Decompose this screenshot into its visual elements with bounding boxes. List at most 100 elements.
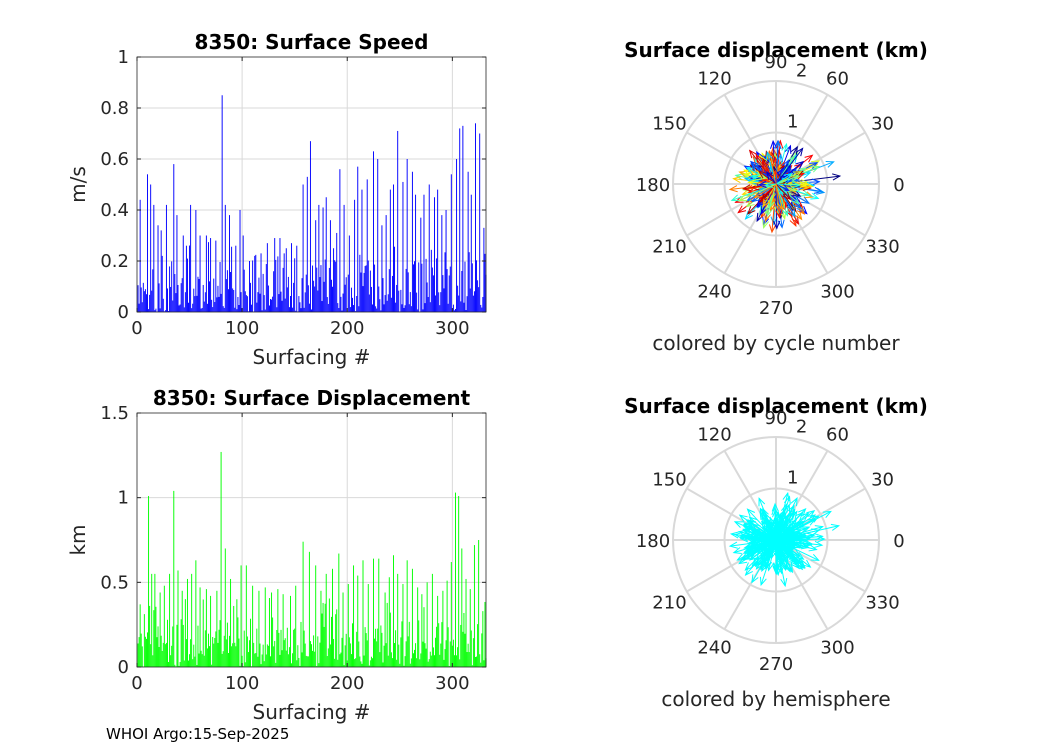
bar (296, 245, 298, 312)
bar (238, 638, 240, 667)
bar (387, 655, 389, 667)
bar (387, 294, 389, 312)
arrow-head (741, 184, 752, 193)
bar (396, 284, 398, 312)
displacement-arrow (775, 148, 804, 185)
bar (212, 307, 214, 312)
bar (466, 652, 468, 667)
x-tick-label: 100 (225, 673, 259, 694)
bar (283, 640, 285, 667)
bar (448, 666, 450, 667)
bar (369, 270, 371, 312)
bar (359, 656, 361, 667)
bar (385, 215, 387, 312)
y-tick-label: 0.2 (100, 251, 129, 272)
bar (396, 659, 398, 667)
bar (142, 282, 144, 312)
bar (333, 638, 335, 667)
bar (430, 655, 432, 667)
y-tick-label: 1.5 (100, 403, 129, 424)
bar (224, 548, 226, 667)
bar (424, 303, 426, 312)
bar (435, 295, 437, 312)
bar (261, 310, 263, 312)
arrow-head (748, 149, 757, 159)
bar (317, 636, 319, 667)
bar (230, 578, 232, 667)
bar (467, 171, 469, 312)
bar (309, 641, 311, 667)
bar (340, 652, 342, 667)
bar (288, 647, 290, 667)
y-tick-label: 1 (118, 488, 129, 509)
bar (378, 286, 380, 312)
bar (432, 275, 434, 312)
bar (342, 592, 344, 667)
bar (137, 643, 139, 667)
bar (402, 181, 404, 312)
bar (324, 259, 326, 312)
angle-label: 90 (765, 408, 788, 429)
arrow-head (777, 201, 785, 212)
arrow-head (787, 510, 795, 520)
bar (419, 659, 421, 667)
arrow-head (745, 166, 755, 175)
bar (322, 207, 324, 312)
bar (410, 306, 412, 312)
bar (265, 264, 267, 312)
angle-label: 0 (893, 531, 904, 552)
bar (424, 643, 426, 667)
bar (287, 276, 289, 312)
bar (297, 645, 299, 667)
bar (480, 304, 482, 312)
bar (391, 275, 393, 312)
x-tick-label: 300 (435, 318, 469, 339)
arrow-head (780, 535, 791, 543)
y-tick-label: 0 (118, 302, 129, 323)
arrow-head (768, 224, 777, 234)
angle-label: 300 (820, 282, 854, 303)
bar (329, 220, 331, 312)
bar (158, 646, 160, 667)
x-tick-label: 100 (225, 318, 259, 339)
arrow-head (772, 169, 780, 179)
bar (386, 300, 388, 312)
angle-label: 180 (636, 531, 670, 552)
angle-label: 60 (826, 424, 849, 445)
bar (299, 665, 301, 667)
bar (300, 621, 302, 667)
arrow-head (791, 194, 801, 203)
arrow-head (781, 207, 789, 217)
bar (267, 285, 269, 312)
bar (250, 618, 252, 667)
displacement-arrow (768, 183, 777, 209)
bar (233, 290, 235, 312)
bar (222, 306, 224, 312)
bar (145, 294, 147, 312)
bar (375, 628, 377, 667)
bar (341, 310, 343, 312)
bar (280, 629, 282, 667)
angle-label: 60 (826, 68, 849, 89)
bar (165, 642, 167, 667)
angle-label: 90 (765, 52, 788, 73)
bar (242, 666, 244, 667)
bar (173, 164, 175, 312)
bar (189, 654, 191, 667)
bar (200, 308, 202, 312)
bar (453, 655, 455, 667)
bar (222, 651, 224, 667)
bar (371, 304, 373, 312)
bar (245, 565, 247, 667)
bar (395, 630, 397, 667)
arrow-head (791, 196, 801, 205)
bar (439, 654, 441, 667)
bar (181, 590, 183, 667)
bar (426, 282, 428, 312)
bar (273, 646, 275, 667)
displacement-arrow (775, 519, 792, 541)
bar (459, 128, 461, 312)
displacement-arrow (766, 152, 777, 185)
bar (393, 555, 394, 667)
bar (410, 658, 412, 667)
